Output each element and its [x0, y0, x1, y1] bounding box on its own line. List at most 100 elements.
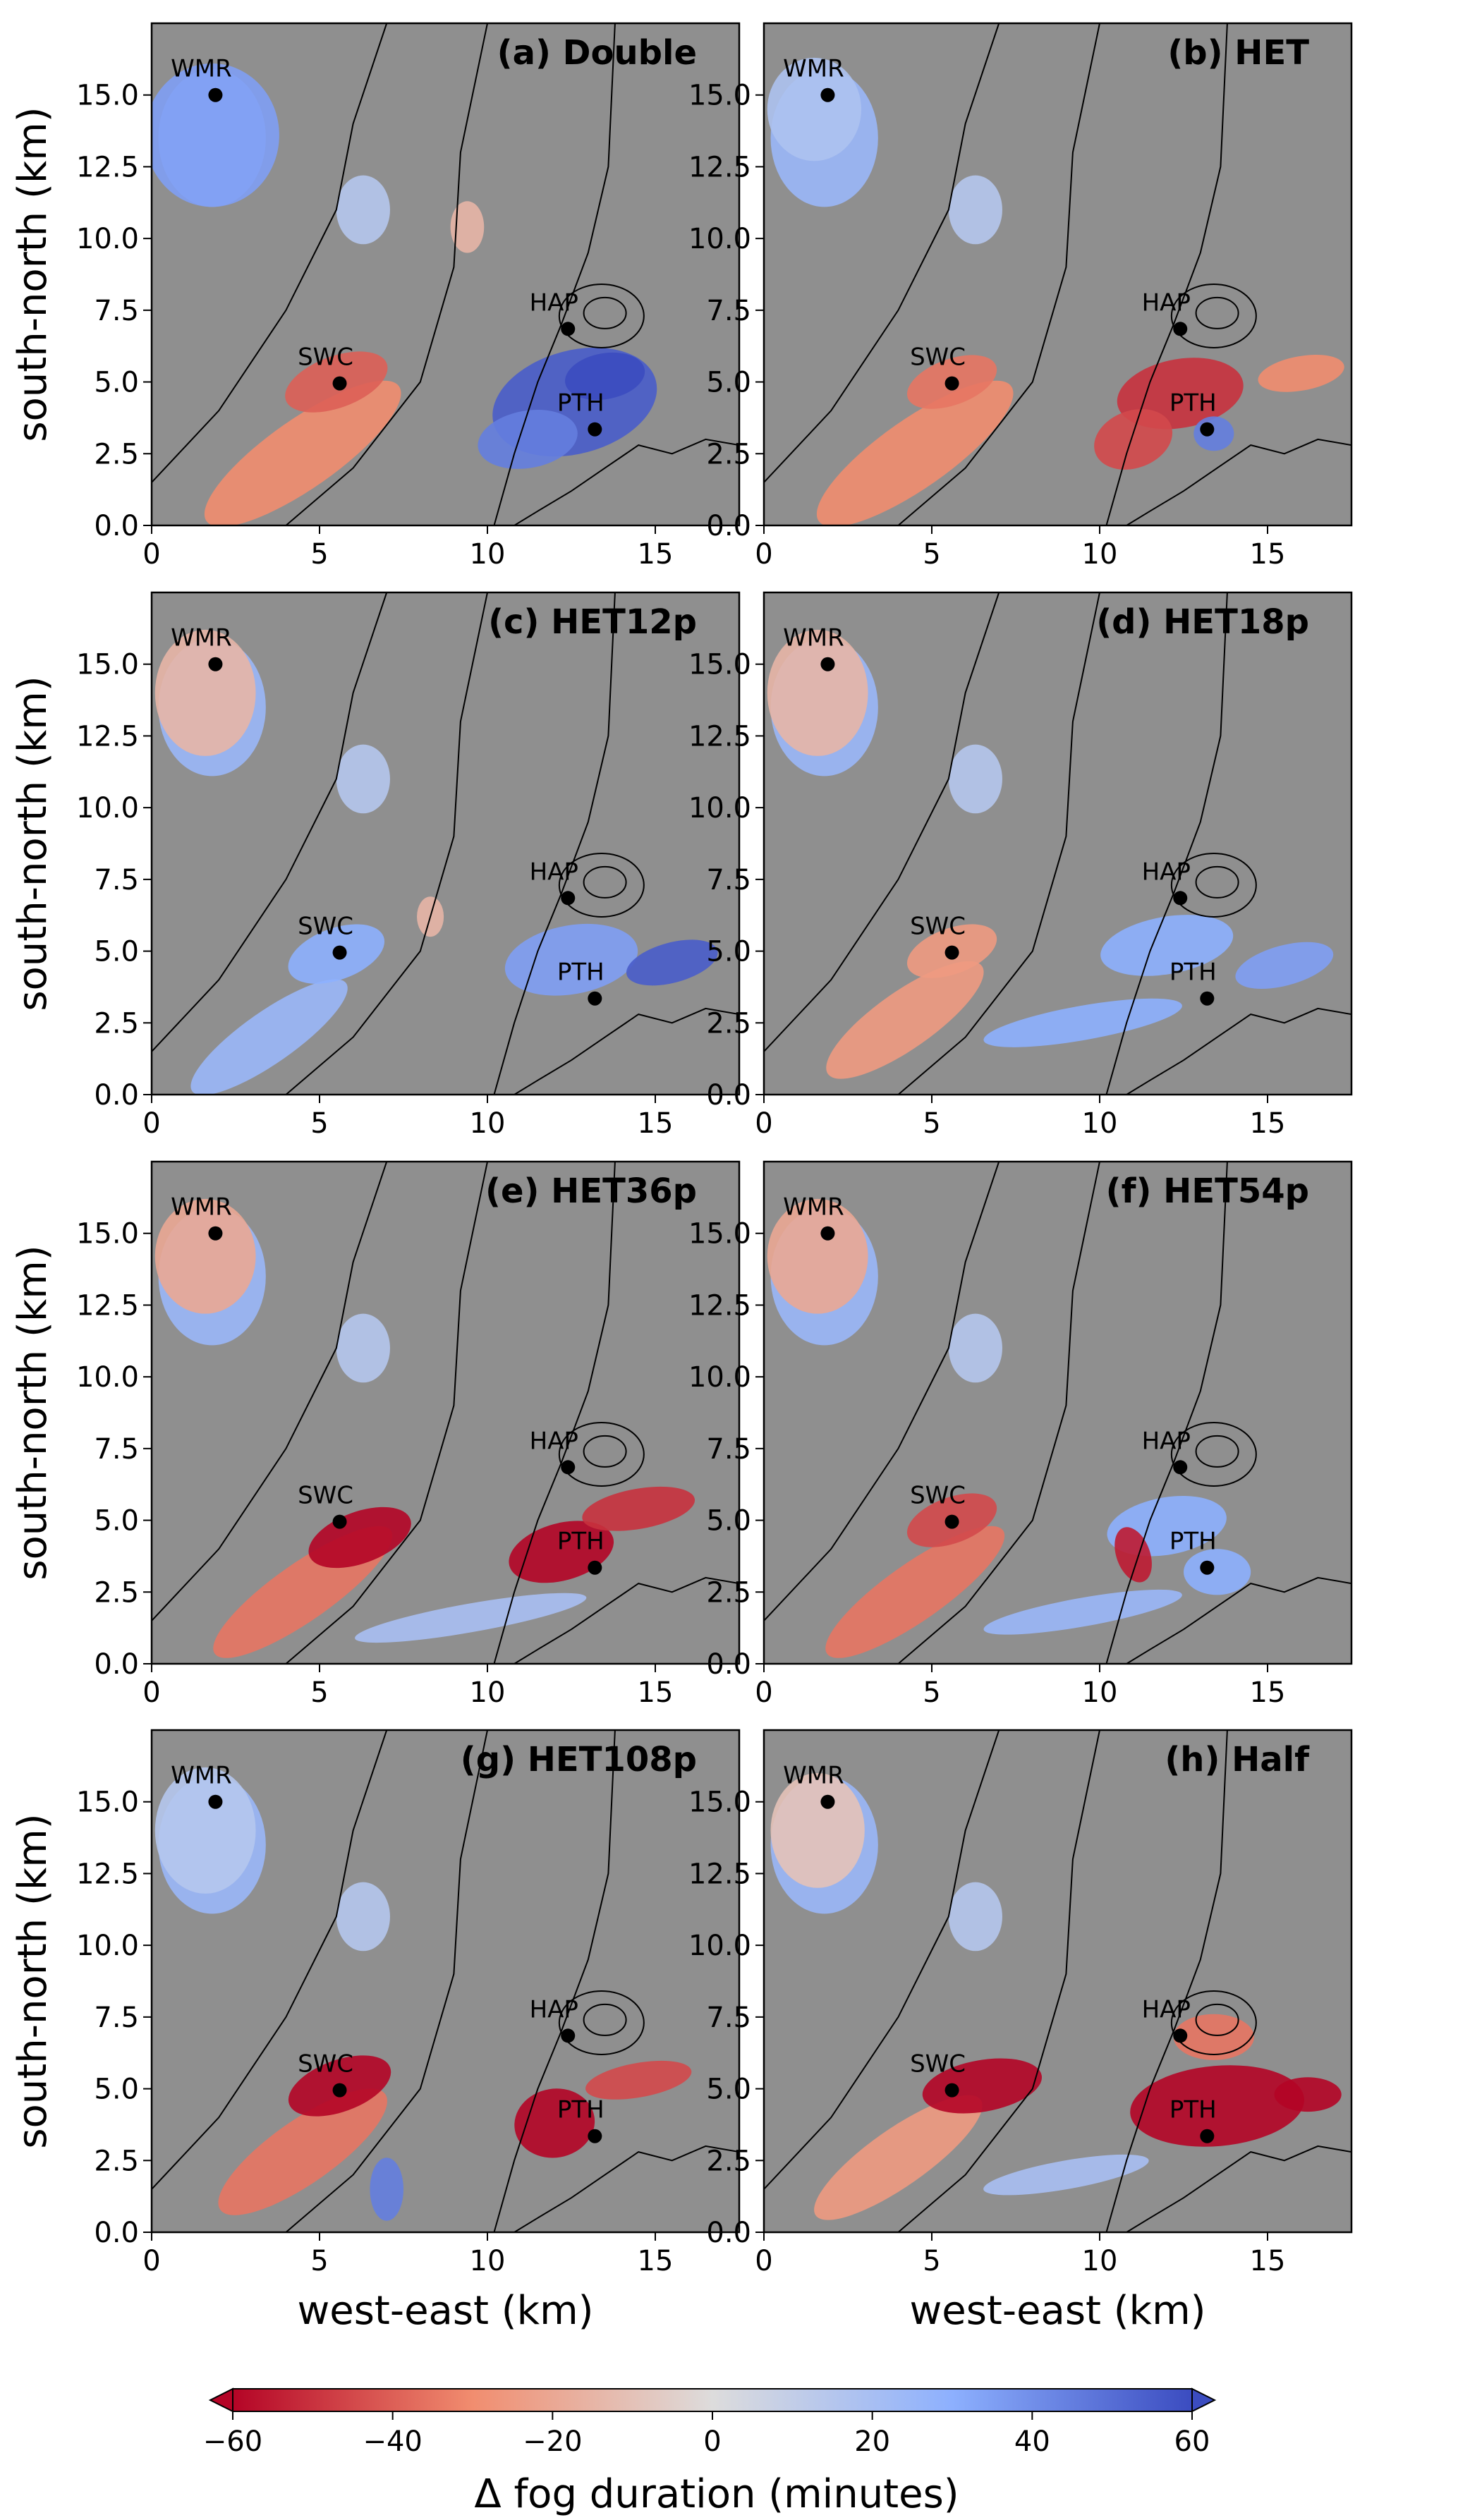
terrain-contour: [514, 1007, 739, 1095]
site-marker-swc: [944, 1514, 959, 1529]
site-label: WMR: [783, 55, 844, 83]
x-axis-label: west-east (km): [298, 2288, 594, 2334]
y-tick-label: 15.0: [76, 1786, 139, 1819]
fog-patch: [922, 2058, 1043, 2114]
fog-patch: [514, 2088, 595, 2158]
fog-patch: [826, 961, 984, 1079]
hill-contour: [1170, 852, 1257, 918]
terrain-contour: [152, 23, 388, 483]
fog-patch: [948, 1882, 1002, 1952]
axes-frame: [763, 1729, 1353, 2234]
y-tick-label: 2.5: [706, 438, 751, 470]
site-label: WMR: [171, 1762, 232, 1790]
fog-patch: [825, 1526, 1005, 1658]
site-marker-swc: [332, 376, 347, 391]
terrain-contour: [764, 23, 1000, 483]
hill-contour: [1195, 2003, 1239, 2036]
hill-contour: [1170, 1421, 1257, 1487]
fog-patch: [948, 175, 1002, 245]
site-marker-swc: [944, 2083, 959, 2098]
site-label: PTH: [557, 958, 605, 987]
panel-1: 0 5 10 15 0.0 2.5 5.0 7.5 10.0 12.5 15.0 WMR SWC HAP P…: [688, 22, 1353, 571]
axes-frame: [150, 1729, 741, 2234]
hill-contour: [558, 852, 645, 918]
site-label: SWC: [298, 913, 353, 941]
fog-patch: [336, 1882, 390, 1952]
panel-5: 0 5 10 15 0.0 2.5 5.0 7.5 10.0 12.5 15.0 WMR SWC HAP P…: [688, 1160, 1353, 1709]
hill-contour: [1195, 296, 1239, 329]
hill-contour: [1170, 283, 1257, 348]
y-tick-label: 5.0: [94, 1505, 139, 1538]
site-marker-wmr: [820, 657, 835, 671]
terrain-contour: [897, 1730, 1100, 2232]
y-tick-label: 12.5: [76, 1289, 139, 1322]
fog-patch: [154, 1198, 256, 1314]
fog-patch: [767, 57, 862, 162]
site-marker-wmr: [820, 1794, 835, 1809]
terrain-contour: [514, 1576, 739, 1664]
fog-patch: [1114, 1527, 1152, 1583]
site-label: HAP: [530, 1995, 578, 2023]
terrain-contour: [152, 1730, 388, 2190]
hill-contour: [583, 296, 627, 329]
site-marker-pth: [588, 422, 602, 437]
axes-frame: [150, 591, 741, 1096]
fog-patch: [190, 979, 348, 1095]
hill-contour: [583, 2003, 627, 2036]
x-tick-label: 0: [142, 2245, 160, 2277]
site-marker-swc: [332, 945, 347, 960]
fog-patch: [1100, 915, 1234, 976]
terrain-contour: [897, 592, 1100, 1095]
x-tick-label: 15: [1250, 538, 1286, 571]
panel-7: 0 5 10 15 0.0 2.5 5.0 7.5 10.0 12.5 15.0 WMR SWC HAP P…: [688, 1729, 1353, 2334]
axes-frame: [150, 1160, 741, 1665]
y-tick-label: 15.0: [688, 1786, 751, 1819]
site-marker-hap: [561, 322, 576, 336]
x-tick-label: 0: [142, 1676, 160, 1709]
panel-title: (d) HET18p: [1096, 602, 1309, 642]
y-tick-label: 7.5: [706, 864, 751, 896]
y-tick-label: 12.5: [688, 1858, 751, 1890]
fog-patch: [152, 63, 279, 207]
x-tick-label: 5: [310, 1676, 328, 1709]
site-label: SWC: [910, 343, 966, 372]
site-marker-hap: [1173, 2028, 1188, 2043]
site-label: SWC: [298, 2050, 353, 2078]
fog-patch: [336, 744, 390, 814]
site-marker-hap: [561, 1460, 576, 1475]
x-tick-label: 10: [470, 1107, 506, 1140]
fog-patch: [1130, 2065, 1304, 2147]
site-marker-wmr: [208, 657, 223, 671]
fog-patch: [767, 629, 868, 756]
panel-2: 0 5 10 15 0.0 2.5 5.0 7.5 10.0 12.5 15.0 WMR SWC HAP P…: [10, 591, 741, 1140]
terrain-contour: [285, 1730, 488, 2232]
y-tick-label: 12.5: [688, 151, 751, 183]
hill-contour: [1195, 865, 1239, 899]
y-tick-label: 10.0: [76, 223, 139, 255]
fog-patch: [204, 380, 401, 525]
y-tick-label: 0.0: [94, 1079, 139, 1112]
y-tick-label: 0.0: [94, 2217, 139, 2249]
terrain-contour: [764, 1162, 1000, 1621]
axes-frame: [763, 22, 1353, 527]
x-tick-label: 5: [310, 538, 328, 571]
x-tick-label: 0: [755, 2245, 772, 2277]
y-tick-label: 10.0: [688, 223, 751, 255]
fog-patch: [154, 1767, 256, 1894]
fog-patch: [814, 2095, 983, 2220]
colorbar-tick-label: 40: [1014, 2425, 1050, 2458]
fog-patch: [336, 1313, 390, 1383]
x-tick-label: 0: [142, 538, 160, 571]
terrain-contour: [1126, 1576, 1351, 1664]
fog-patch: [504, 923, 638, 996]
fog-patch: [509, 1521, 614, 1583]
terrain-contour: [514, 438, 739, 525]
x-axis-label: west-east (km): [910, 2288, 1206, 2334]
y-tick-label: 15.0: [688, 649, 751, 681]
y-axis-label: south-north (km): [10, 1245, 56, 1580]
site-marker-pth: [588, 991, 602, 1006]
y-axis-label: south-north (km): [10, 106, 56, 442]
y-tick-label: 7.5: [94, 295, 139, 327]
x-tick-label: 0: [755, 538, 772, 571]
panels-group: 0 5 10 15 0.0 2.5 5.0 7.5 10.0 12.5 15.0 WMR SWC HAP P…: [10, 22, 1353, 2334]
